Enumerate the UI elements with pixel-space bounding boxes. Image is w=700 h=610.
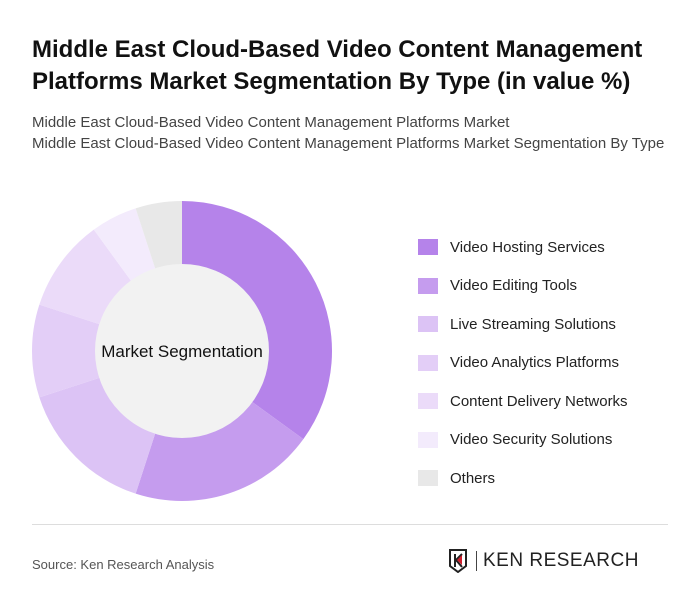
chart-title: Middle East Cloud-Based Video Content Ma… bbox=[32, 36, 643, 95]
legend-item: Video Editing Tools bbox=[418, 267, 628, 306]
logo-shield-icon bbox=[449, 549, 467, 573]
legend-swatch bbox=[418, 431, 438, 448]
center-label: Market Segmentation bbox=[101, 342, 263, 361]
legend-label: Video Analytics Platforms bbox=[450, 354, 619, 372]
legend-item: Video Analytics Platforms bbox=[418, 344, 628, 383]
legend-label: Video Security Solutions bbox=[450, 431, 613, 449]
legend-swatch bbox=[418, 470, 438, 487]
legend-swatch bbox=[418, 239, 438, 256]
legend-swatch bbox=[418, 354, 438, 371]
legend-label: Video Hosting Services bbox=[450, 238, 605, 256]
donut-chart: Market Segmentation bbox=[32, 201, 332, 501]
chart-subtitle-2: Middle East Cloud-Based Video Content Ma… bbox=[32, 135, 665, 152]
legend-label: Video Editing Tools bbox=[450, 277, 578, 295]
legend-label: Content Delivery Networks bbox=[450, 392, 628, 410]
legend-item: Content Delivery Networks bbox=[418, 382, 628, 421]
legend-swatch bbox=[418, 277, 438, 294]
chart-subtitle: Middle East Cloud-Based Video Content Ma… bbox=[32, 114, 510, 131]
divider bbox=[32, 524, 668, 525]
legend-item: Live Streaming Solutions bbox=[418, 305, 628, 344]
donut-center bbox=[95, 264, 269, 438]
legend: Video Hosting Services Video Editing Tool… bbox=[418, 228, 628, 498]
legend-label: Others bbox=[450, 469, 496, 487]
legend-item: Others bbox=[418, 459, 628, 498]
legend-item: Video Security Solutions bbox=[418, 421, 628, 460]
ken-research-logo: KEN RESEARCH bbox=[448, 549, 639, 573]
legend-item: Video Hosting Services bbox=[418, 228, 628, 267]
legend-swatch bbox=[418, 316, 438, 333]
logo-text: KEN RESEARCH bbox=[476, 551, 639, 571]
legend-swatch bbox=[418, 393, 438, 410]
legend-label: Live Streaming Solutions bbox=[450, 315, 616, 333]
source-note: Source: Ken Research Analysis bbox=[32, 557, 215, 572]
